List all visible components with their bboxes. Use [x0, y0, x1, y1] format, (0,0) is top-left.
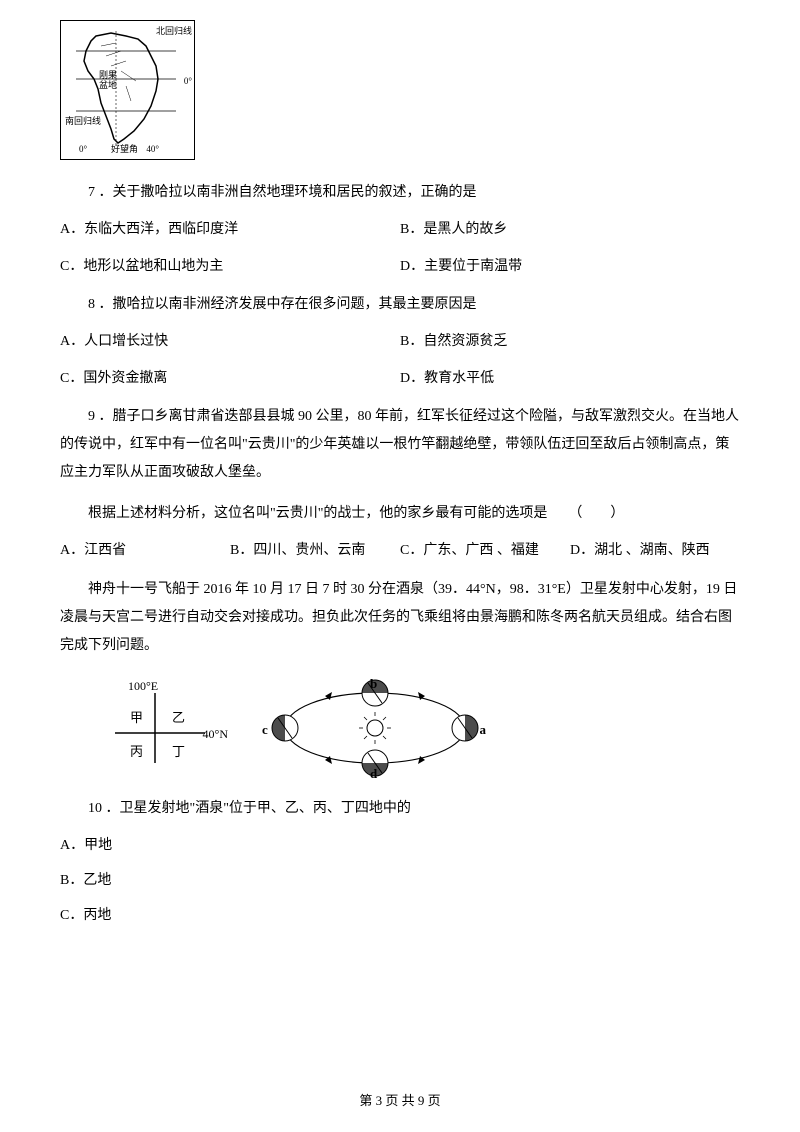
q8-option-d: D．教育水平低 [400, 366, 740, 391]
orbit-label-d: d [370, 762, 377, 785]
page-footer: 第 3 页 共 9 页 [0, 1089, 800, 1112]
grid-q3: 丙 [130, 740, 143, 763]
q10-option-c: C．丙地 [60, 903, 740, 928]
coordinate-grid: 100°E 40°N 甲 乙 丙 丁 [100, 678, 220, 778]
diagram-row: 100°E 40°N 甲 乙 丙 丁 [100, 678, 740, 778]
map-label-tropic-s: 南回归线 [65, 113, 101, 129]
q9-option-b: B．四川、贵州、云南 [230, 538, 400, 563]
q8-stem: 8 ．撒哈拉以南非洲经济发展中存在很多问题，其最主要原因是 [60, 292, 740, 317]
grid-q4: 丁 [172, 740, 185, 763]
q7-option-a: A．东临大西洋，西临印度洋 [60, 217, 400, 242]
map-label-tropic-n: 北回归线 [156, 23, 192, 39]
q7-option-d: D．主要位于南温带 [400, 254, 740, 279]
q7-stem: 7 ．关于撒哈拉以南非洲自然地理环境和居民的叙述，正确的是 [60, 180, 740, 205]
orbit-label-c: c [262, 718, 268, 741]
grid-lon-label: 100°E [128, 676, 158, 698]
q9-paragraph: 9 ．腊子口乡离甘肃省迭部县县城 90 公里，80 年前，红军长征经过这个险隘，… [60, 403, 740, 487]
q8-options-row1: A．人口增长过快 B．自然资源贫乏 [60, 329, 740, 354]
q9-options: A．江西省 B．四川、贵州、云南 C．广东、广西 、福建 D．湖北 、湖南、陕西 [60, 538, 740, 563]
q8-option-c: C．国外资金撤离 [60, 366, 400, 391]
grid-q2: 乙 [172, 706, 185, 729]
map-label-equator: 0° [184, 73, 192, 89]
context-paragraph: 神舟十一号飞船于 2016 年 10 月 17 日 7 时 30 分在酒泉（39… [60, 576, 740, 660]
q7-options-row2: C．地形以盆地和山地为主 D．主要位于南温带 [60, 254, 740, 279]
q9-option-d: D．湖北 、湖南、陕西 [570, 538, 740, 563]
earth-orbit-diagram: a b c d [270, 678, 480, 778]
africa-map: 北回归线 0° 刚果 盆地 南回归线 好望角 0° 40° [60, 20, 195, 160]
q7-option-b: B．是黑人的故乡 [400, 217, 740, 242]
map-label-congo: 刚果 盆地 [99, 71, 117, 91]
grid-lat-label: 40°N [203, 724, 228, 746]
map-label-cape: 好望角 [111, 141, 138, 157]
q8-options-row2: C．国外资金撤离 D．教育水平低 [60, 366, 740, 391]
q8-option-a: A．人口增长过快 [60, 329, 400, 354]
q9-option-c: C．广东、广西 、福建 [400, 538, 570, 563]
orbit-label-a: a [480, 718, 487, 741]
q10-stem: 10 ．卫星发射地"酒泉"位于甲、乙、丙、丁四地中的 [60, 796, 740, 821]
q9-option-a: A．江西省 [60, 538, 230, 563]
q7-option-c: C．地形以盆地和山地为主 [60, 254, 400, 279]
grid-q1: 甲 [130, 706, 143, 729]
orbit-label-b: b [370, 672, 377, 695]
q10-option-a: A．甲地 [60, 833, 740, 858]
q10-option-b: B．乙地 [60, 868, 740, 893]
q9-stem: 根据上述材料分析，这位名叫"云贵川"的战士，他的家乡最有可能的选项是 （ ） [60, 501, 740, 526]
map-label-lon40: 40° [146, 141, 159, 157]
q8-option-b: B．自然资源贫乏 [400, 329, 740, 354]
q7-options-row1: A．东临大西洋，西临印度洋 B．是黑人的故乡 [60, 217, 740, 242]
map-label-lon0: 0° [79, 141, 87, 157]
